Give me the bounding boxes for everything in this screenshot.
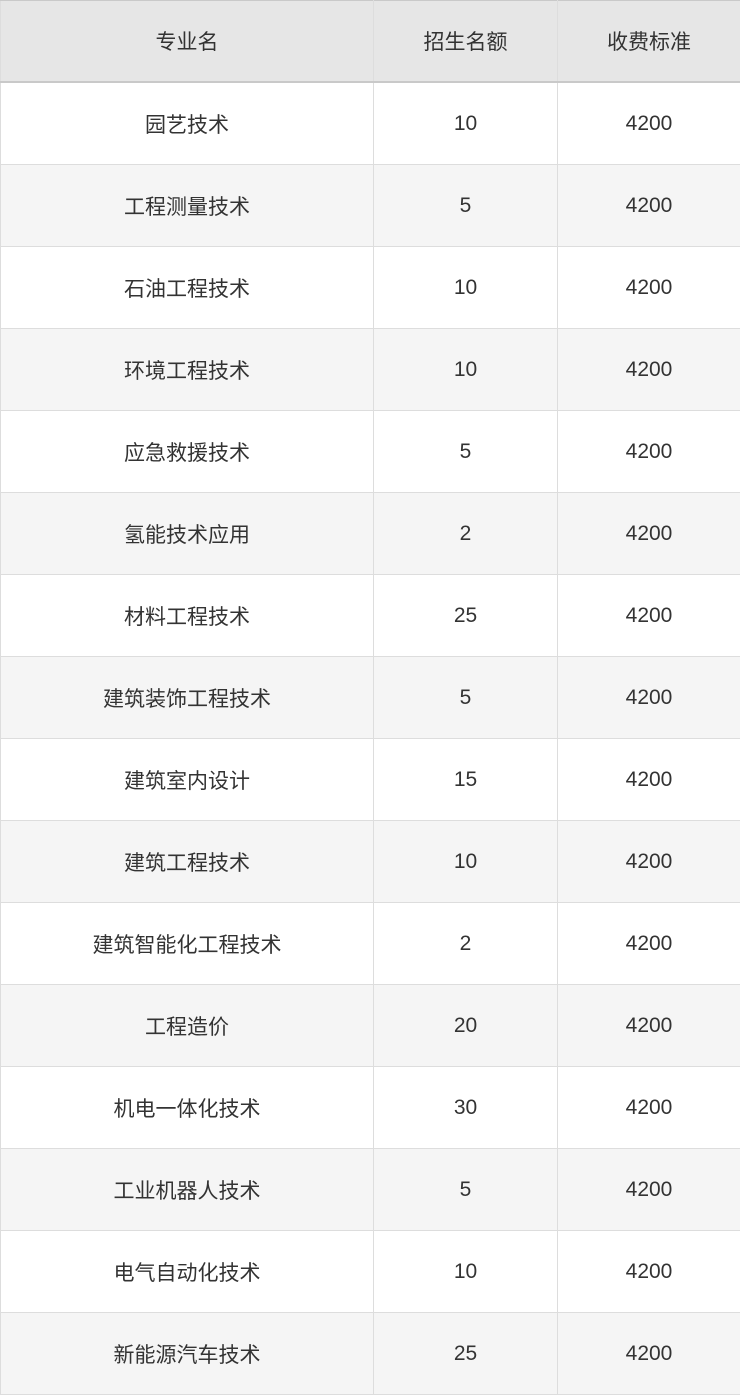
cell-fee: 4200: [557, 656, 740, 739]
cell-quota: 10: [373, 81, 558, 165]
table-row: 建筑智能化工程技术 2 4200: [0, 902, 740, 985]
table-row: 工业机器人技术 5 4200: [0, 1148, 740, 1231]
cell-fee: 4200: [557, 410, 740, 493]
cell-quota: 10: [373, 820, 558, 903]
cell-quota: 10: [373, 1230, 558, 1313]
table-row: 石油工程技术 10 4200: [0, 246, 740, 329]
table-row: 工程造价 20 4200: [0, 984, 740, 1067]
cell-fee: 4200: [557, 984, 740, 1067]
cell-quota: 15: [373, 738, 558, 821]
table-row: 环境工程技术 10 4200: [0, 328, 740, 411]
table-row: 材料工程技术 25 4200: [0, 574, 740, 657]
column-header-fee: 收费标准: [557, 0, 740, 83]
cell-major: 园艺技术: [0, 81, 374, 165]
cell-fee: 4200: [557, 820, 740, 903]
cell-major: 新能源汽车技术: [0, 1312, 374, 1395]
cell-fee: 4200: [557, 574, 740, 657]
table-header: 专业名 招生名额 收费标准: [0, 0, 740, 83]
cell-quota: 5: [373, 1148, 558, 1231]
cell-fee: 4200: [557, 81, 740, 165]
cell-major: 建筑装饰工程技术: [0, 656, 374, 739]
cell-major: 材料工程技术: [0, 574, 374, 657]
cell-major: 石油工程技术: [0, 246, 374, 329]
cell-fee: 4200: [557, 1312, 740, 1395]
header-row: 专业名 招生名额 收费标准: [0, 0, 740, 83]
cell-major: 机电一体化技术: [0, 1066, 374, 1149]
cell-quota: 25: [373, 574, 558, 657]
cell-quota: 25: [373, 1312, 558, 1395]
table-row: 氢能技术应用 2 4200: [0, 492, 740, 575]
cell-quota: 20: [373, 984, 558, 1067]
table-body: 园艺技术 10 4200 工程测量技术 5 4200 石油工程技术 10 4200 环境工程技术 1…: [0, 81, 740, 1395]
table-row: 园艺技术 10 4200: [0, 81, 740, 165]
cell-fee: 4200: [557, 1148, 740, 1231]
cell-major: 工程测量技术: [0, 164, 374, 247]
cell-fee: 4200: [557, 328, 740, 411]
column-header-quota: 招生名额: [373, 0, 558, 83]
cell-quota: 10: [373, 328, 558, 411]
cell-fee: 4200: [557, 902, 740, 985]
cell-quota: 30: [373, 1066, 558, 1149]
cell-major: 环境工程技术: [0, 328, 374, 411]
cell-major: 工程造价: [0, 984, 374, 1067]
cell-fee: 4200: [557, 492, 740, 575]
cell-major: 电气自动化技术: [0, 1230, 374, 1313]
cell-major: 氢能技术应用: [0, 492, 374, 575]
table-row: 建筑工程技术 10 4200: [0, 820, 740, 903]
cell-fee: 4200: [557, 246, 740, 329]
cell-fee: 4200: [557, 1230, 740, 1313]
table-row: 电气自动化技术 10 4200: [0, 1230, 740, 1313]
cell-major: 建筑室内设计: [0, 738, 374, 821]
table-row: 建筑装饰工程技术 5 4200: [0, 656, 740, 739]
cell-major: 工业机器人技术: [0, 1148, 374, 1231]
cell-major: 建筑工程技术: [0, 820, 374, 903]
column-header-major: 专业名: [0, 0, 374, 83]
cell-fee: 4200: [557, 1066, 740, 1149]
cell-fee: 4200: [557, 164, 740, 247]
table-row: 建筑室内设计 15 4200: [0, 738, 740, 821]
cell-quota: 5: [373, 410, 558, 493]
cell-quota: 10: [373, 246, 558, 329]
cell-fee: 4200: [557, 738, 740, 821]
cell-major: 应急救援技术: [0, 410, 374, 493]
table-row: 工程测量技术 5 4200: [0, 164, 740, 247]
cell-quota: 2: [373, 902, 558, 985]
table-row: 机电一体化技术 30 4200: [0, 1066, 740, 1149]
table-row: 新能源汽车技术 25 4200: [0, 1312, 740, 1395]
cell-major: 建筑智能化工程技术: [0, 902, 374, 985]
cell-quota: 5: [373, 164, 558, 247]
cell-quota: 5: [373, 656, 558, 739]
cell-quota: 2: [373, 492, 558, 575]
table-row: 应急救援技术 5 4200: [0, 410, 740, 493]
